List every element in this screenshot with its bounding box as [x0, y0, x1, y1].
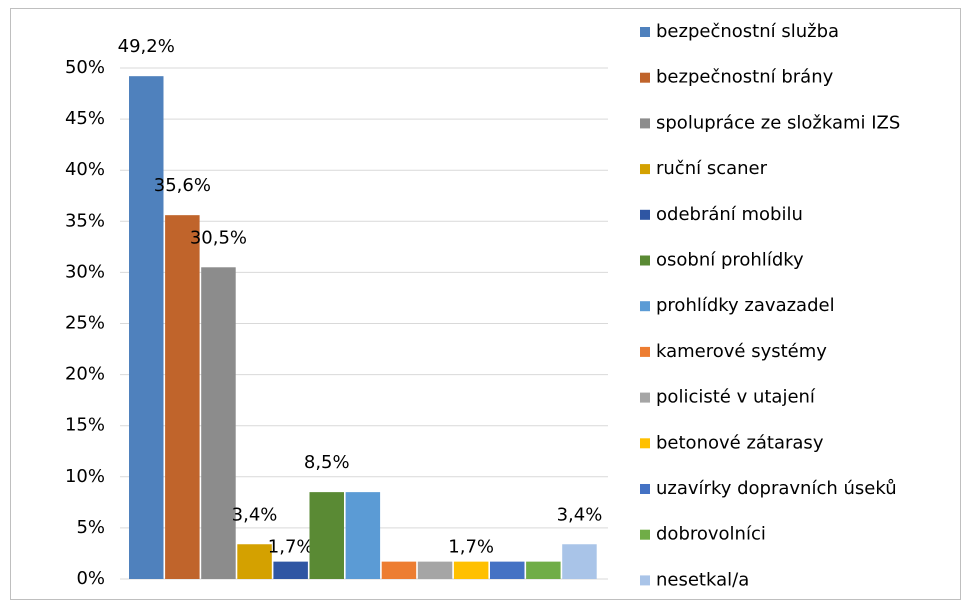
bar	[381, 561, 417, 579]
y-tick-label: 45%	[65, 108, 105, 129]
legend-swatch	[640, 484, 650, 494]
bar	[273, 561, 308, 579]
y-tick-label: 25%	[65, 313, 105, 334]
data-label: 35,6%	[154, 175, 211, 196]
y-tick-label: 10%	[65, 466, 105, 487]
legend-label: policisté v utajení	[656, 387, 816, 408]
y-tick-label: 35%	[65, 210, 105, 231]
bar	[129, 76, 164, 580]
legend-label: osobní prohlídky	[656, 250, 804, 271]
legend-label: ruční scaner	[656, 158, 768, 179]
legend-swatch	[640, 301, 650, 312]
legend-label: odebrání mobilu	[656, 204, 803, 225]
y-tick-label: 15%	[65, 415, 105, 436]
bar	[345, 492, 381, 579]
data-label: 1,7%	[268, 537, 314, 558]
legend-swatch	[640, 118, 650, 129]
legend-label: kamerové systémy	[656, 341, 827, 362]
data-label: 49,2%	[118, 36, 175, 57]
legend-label: prohlídky zavazadel	[656, 295, 835, 316]
legend-swatch	[640, 164, 650, 175]
bar	[562, 544, 597, 579]
legend-swatch	[640, 346, 650, 357]
y-tick-label: 50%	[65, 57, 105, 78]
bar	[201, 267, 236, 579]
y-tick-label: 5%	[76, 517, 105, 538]
bar	[490, 561, 525, 579]
legend-swatch	[640, 209, 650, 220]
y-tick-label: 30%	[65, 261, 105, 282]
legend-label: uzavírky dopravních úseků	[656, 478, 897, 499]
legend-swatch	[640, 27, 650, 37]
legend-swatch	[640, 392, 650, 403]
legend-label: betonové zátarasy	[656, 432, 824, 453]
bar	[165, 215, 200, 579]
y-tick-label: 20%	[65, 364, 105, 385]
legend-label: bezpečnostní brány	[656, 67, 834, 88]
bar	[417, 561, 453, 579]
bar	[309, 492, 344, 579]
legend-label: dobrovolníci	[656, 524, 766, 545]
data-label: 3,4%	[232, 504, 278, 525]
legend-label: spolupráce ze složkami IZS	[656, 112, 900, 133]
legend-label: nesetkal/a	[656, 569, 749, 590]
bar	[526, 561, 561, 579]
legend-swatch	[640, 575, 650, 586]
bar	[453, 561, 489, 579]
legend-swatch	[640, 255, 650, 266]
legend-swatch	[640, 72, 650, 83]
legend-label: bezpečnostní služba	[656, 21, 839, 42]
y-tick-label: 40%	[65, 159, 105, 180]
data-label: 1,7%	[448, 537, 494, 558]
data-label: 30,5%	[190, 227, 247, 248]
legend-swatch	[640, 438, 650, 449]
y-tick-label: 0%	[76, 568, 105, 589]
legend-swatch	[640, 529, 650, 540]
data-label: 8,5%	[304, 452, 350, 473]
bar	[237, 544, 272, 579]
data-label: 3,4%	[557, 504, 603, 525]
